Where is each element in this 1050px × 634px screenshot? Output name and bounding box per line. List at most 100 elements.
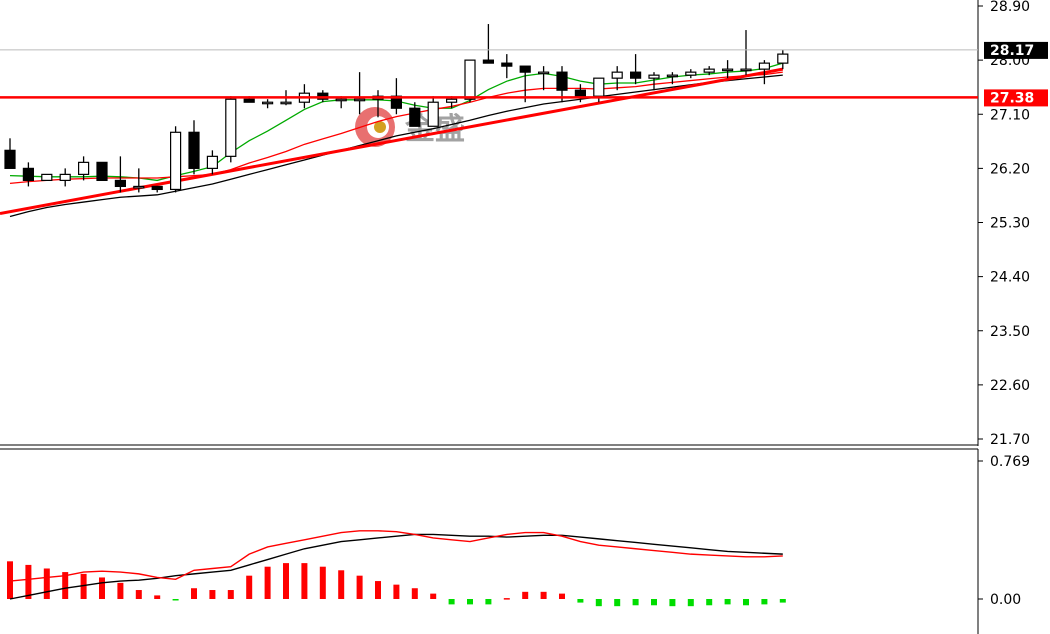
price-lines xyxy=(0,49,978,99)
macd-tick-label: 0.00 xyxy=(990,592,1021,608)
watermark-logo-dot xyxy=(374,121,386,133)
macd-bar xyxy=(503,598,510,600)
price-panel: 28.9028.0027.1026.2025.3024.4023.5022.60… xyxy=(0,0,1048,448)
candle-body xyxy=(262,101,274,105)
macd-bar xyxy=(540,591,547,599)
candle-body xyxy=(243,98,255,103)
macd-bar xyxy=(172,599,179,601)
macd-line xyxy=(9,530,783,582)
macd-bar xyxy=(779,599,786,603)
trendline xyxy=(0,67,784,215)
resistance-price-tag-label: 27.38 xyxy=(990,90,1034,106)
macd-bar xyxy=(687,599,694,607)
candle-body xyxy=(427,101,439,127)
candle-body xyxy=(537,71,550,75)
candles xyxy=(4,24,789,193)
candle-body xyxy=(482,59,494,64)
price-tick-label: 24.40 xyxy=(990,270,1030,286)
macd-bar xyxy=(319,566,326,599)
candle-body xyxy=(225,98,237,157)
candle-body xyxy=(593,77,605,97)
candle-body xyxy=(519,65,531,73)
candle-body xyxy=(464,59,476,100)
moving-averages xyxy=(0,62,784,218)
current-price-tag-label: 28.17 xyxy=(990,43,1034,59)
macd-bar xyxy=(154,595,161,599)
macd-bar xyxy=(80,573,87,599)
macd-bar xyxy=(522,591,529,599)
candle-body xyxy=(409,107,421,127)
candle-body xyxy=(574,89,587,97)
candle-body xyxy=(170,131,182,191)
macd-bar xyxy=(743,599,749,606)
candle-body xyxy=(96,161,108,182)
price-tick-label: 27.10 xyxy=(990,107,1030,123)
price-tags: 28.17 27.38 xyxy=(984,41,1048,107)
macd-bar xyxy=(191,588,197,599)
candle-body xyxy=(758,62,771,70)
candle-body xyxy=(133,185,145,189)
candle-body xyxy=(59,173,71,182)
macd-bar xyxy=(467,599,473,605)
macd-bar xyxy=(485,599,492,605)
macd-bar xyxy=(227,590,234,599)
macd-bar xyxy=(448,599,455,605)
macd-bar xyxy=(375,581,381,599)
candle-body xyxy=(114,179,127,188)
macd-bar xyxy=(614,599,621,607)
macd-bar xyxy=(117,582,124,599)
macd-bar xyxy=(761,599,768,605)
resistance-price-tag-box xyxy=(984,89,1048,107)
price-tick-label: 22.60 xyxy=(990,378,1030,394)
current-price-tag-box xyxy=(984,41,1048,59)
price-tick-label: 23.50 xyxy=(990,324,1030,340)
candle-body xyxy=(280,101,292,105)
candle-body xyxy=(354,98,366,102)
macd-bar xyxy=(559,593,565,599)
candle-body xyxy=(740,68,752,72)
price-tick-label: 21.70 xyxy=(990,432,1030,448)
macd-bar xyxy=(301,563,308,599)
macd-bar xyxy=(669,599,676,607)
candle-body xyxy=(206,155,218,169)
candle-body xyxy=(77,161,90,175)
macd-line xyxy=(9,533,783,600)
candle-body xyxy=(41,173,53,182)
candle-body xyxy=(501,62,513,67)
price-axis: 28.9028.0027.1026.2025.3024.4023.5022.60… xyxy=(978,0,1030,448)
candle-body xyxy=(22,167,34,182)
candle-body xyxy=(629,71,642,79)
candle-body xyxy=(703,68,715,73)
candle-body xyxy=(666,74,679,78)
candle-body xyxy=(446,98,458,103)
candle-body xyxy=(648,74,660,79)
macd-bar xyxy=(430,593,437,599)
macd-tick-label: 0.769 xyxy=(990,454,1030,470)
candle-body xyxy=(335,98,347,102)
macd-bar xyxy=(632,599,639,606)
macd-bar xyxy=(411,588,418,599)
macd-bar xyxy=(99,577,105,599)
candle-body xyxy=(685,71,697,76)
macd-bar xyxy=(25,564,32,599)
macd-bar xyxy=(283,563,289,599)
macd-bar xyxy=(338,570,345,599)
macd-bar xyxy=(135,590,142,599)
macd-lines xyxy=(9,530,783,600)
candle-body xyxy=(721,68,734,72)
macd-bar xyxy=(246,575,253,599)
macd-bar xyxy=(577,599,584,603)
macd-bar xyxy=(651,599,657,606)
macd-axis: 0.769 0.00 xyxy=(978,454,1030,608)
macd-bar xyxy=(393,584,400,599)
macd-bar xyxy=(724,599,731,605)
price-tick-label: 26.20 xyxy=(990,161,1030,177)
macd-panel: 0.769 0.00 xyxy=(0,448,1030,634)
price-tick-label: 28.90 xyxy=(990,0,1030,15)
candle-body xyxy=(4,149,16,169)
price-tick-label: 25.30 xyxy=(990,216,1030,232)
candle-body xyxy=(188,131,200,169)
candle-body xyxy=(777,53,789,64)
macd-bar xyxy=(43,568,50,599)
